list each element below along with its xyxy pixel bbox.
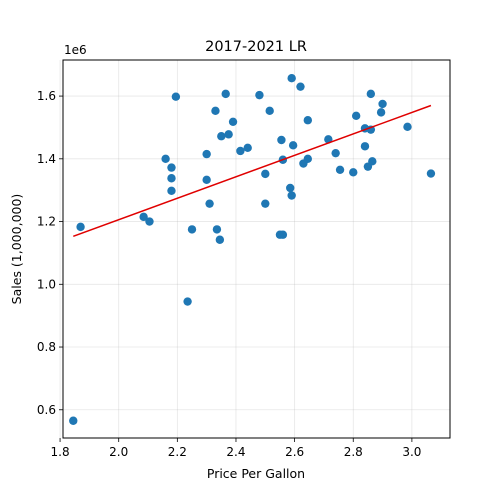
scatter-point bbox=[265, 106, 274, 116]
scatter-point bbox=[202, 175, 211, 185]
y-tick-label: 1.2 bbox=[37, 215, 56, 229]
scatter-point bbox=[261, 199, 270, 208]
y-axis-offset-label: 1e6 bbox=[64, 43, 87, 57]
scatter-point bbox=[217, 132, 226, 141]
x-tick-label: 2.0 bbox=[109, 445, 128, 459]
scatter-point bbox=[212, 225, 222, 234]
scatter-point bbox=[167, 186, 176, 196]
scatter-point bbox=[236, 146, 245, 156]
scatter-point bbox=[288, 141, 298, 150]
scatter-point bbox=[187, 225, 197, 234]
scatter-point bbox=[205, 199, 214, 208]
scatter-point bbox=[360, 142, 370, 151]
regression-line bbox=[73, 104, 432, 237]
scatter-point bbox=[287, 191, 296, 200]
x-tick-label: 2.2 bbox=[168, 445, 187, 459]
scatter-point bbox=[303, 154, 313, 164]
y-tick-label: 0.6 bbox=[37, 403, 56, 417]
y-tick-label: 0.8 bbox=[37, 340, 56, 354]
scatter-point bbox=[215, 235, 225, 244]
scatter-point bbox=[161, 154, 170, 164]
y-axis-label: Sales (1,000,000) bbox=[9, 194, 24, 305]
scatter-point bbox=[286, 183, 295, 193]
scatter-point bbox=[378, 99, 387, 109]
scatter-point bbox=[171, 92, 181, 101]
scatter-point bbox=[167, 174, 176, 183]
data-points bbox=[69, 73, 436, 425]
scatter-point bbox=[376, 108, 386, 117]
y-tick-label: 1.6 bbox=[37, 89, 56, 103]
scatter-point bbox=[224, 130, 233, 139]
scatter-point bbox=[228, 117, 238, 126]
plot-area-frame bbox=[62, 59, 451, 439]
scatter-point bbox=[211, 106, 220, 116]
scatter-point bbox=[366, 89, 376, 99]
scatter-point bbox=[351, 111, 361, 121]
scatter-point bbox=[403, 122, 412, 132]
scatter-point bbox=[167, 163, 176, 172]
scatter-point bbox=[296, 82, 305, 91]
x-tick-label: 2.6 bbox=[285, 445, 304, 459]
x-axis-label: Price Per Gallon bbox=[207, 466, 305, 481]
regression-line-group bbox=[73, 104, 432, 237]
y-tick-label: 1.0 bbox=[37, 277, 56, 291]
scatter-point bbox=[139, 212, 148, 222]
scatter-point bbox=[76, 222, 85, 232]
scatter-point bbox=[287, 73, 296, 83]
x-tick-label: 1.8 bbox=[51, 445, 70, 459]
scatter-point bbox=[349, 168, 358, 177]
chart-title: 2017-2021 LR bbox=[205, 39, 307, 55]
scatter-point bbox=[303, 116, 313, 125]
x-tick-label: 3.0 bbox=[402, 445, 421, 459]
axis-ticks: 1.8 2.0 2.2 2.4 2.6 2.8 3.0 0.6 0.8 1.0 1.2 1.4 1.6 bbox=[37, 89, 422, 459]
scatter-point bbox=[426, 169, 436, 178]
scatter-point bbox=[277, 135, 286, 145]
scatter-point bbox=[202, 149, 211, 159]
scatter-point bbox=[261, 169, 270, 179]
scatter-point bbox=[335, 165, 345, 174]
scatter-point bbox=[69, 416, 78, 425]
scatter-point bbox=[331, 148, 340, 158]
scatter-point bbox=[183, 297, 192, 306]
scatter-point bbox=[221, 89, 230, 99]
scatter-point bbox=[243, 143, 252, 153]
x-tick-label: 2.4 bbox=[226, 445, 245, 459]
y-tick-label: 1.4 bbox=[37, 152, 56, 166]
x-tick-label: 2.8 bbox=[344, 445, 363, 459]
scatter-point bbox=[255, 90, 264, 100]
scatter-point bbox=[368, 157, 377, 166]
scatter-point bbox=[278, 230, 288, 239]
scatter-point bbox=[145, 217, 154, 226]
